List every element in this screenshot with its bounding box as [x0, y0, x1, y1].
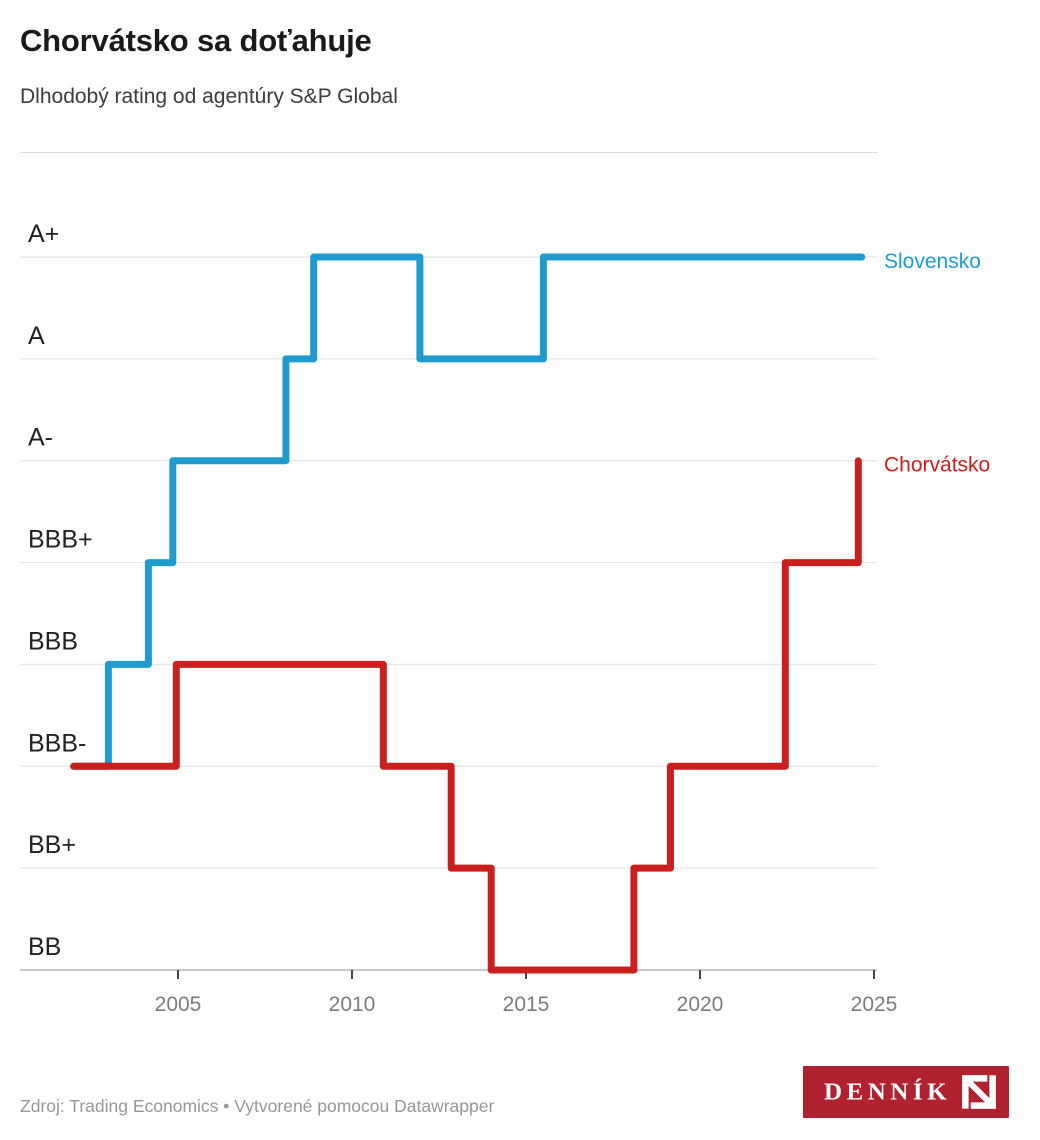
series-line-chorvátsko — [70, 457, 862, 974]
publisher-logo: DENNÍK — [803, 1066, 1009, 1118]
series-line-slovensko — [70, 253, 866, 770]
y-axis-label-BBB-: BBB- — [28, 729, 86, 757]
y-axis-label-BB+: BB+ — [28, 831, 76, 859]
header-separator — [20, 152, 878, 153]
legend-label-chorvátsko: Chorvátsko — [884, 454, 990, 477]
x-axis-label-2025: 2025 — [851, 993, 898, 1016]
logo-text: DENNÍK — [824, 1079, 952, 1105]
header: Chorvátsko sa doťahuje Dlhodobý rating o… — [20, 22, 880, 110]
y-axis-label-BB: BB — [28, 933, 61, 961]
x-axis-label-2005: 2005 — [155, 993, 202, 1016]
y-axis-label-A: A — [28, 322, 45, 350]
legend-label-slovensko: Slovensko — [884, 250, 981, 273]
y-axis-label-A-: A- — [28, 424, 53, 452]
y-axis-label-A+: A+ — [28, 220, 59, 248]
y-axis-label-BBB+: BBB+ — [28, 526, 93, 554]
page-title: Chorvátsko sa doťahuje — [20, 23, 372, 58]
logo-n-icon — [962, 1075, 996, 1109]
page-subtitle: Dlhodobý rating od agentúry S&P Global — [20, 85, 398, 108]
x-axis-label-2020: 2020 — [677, 993, 724, 1016]
y-axis-label-BBB: BBB — [28, 627, 78, 655]
x-axis-label-2010: 2010 — [329, 993, 376, 1016]
source-credit: Zdroj: Trading Economics • Vytvorené pom… — [20, 1096, 495, 1116]
x-axis-label-2015: 2015 — [503, 993, 550, 1016]
